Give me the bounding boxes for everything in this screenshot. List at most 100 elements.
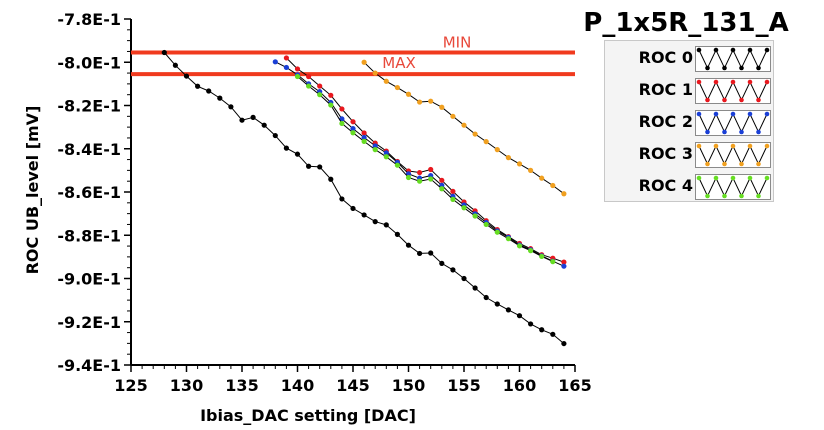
- data-point-roc-4: [394, 162, 400, 168]
- data-point-roc-3: [439, 104, 445, 110]
- data-point-roc-4: [417, 178, 423, 184]
- legend-item-roc-2: ROC 2: [605, 107, 775, 137]
- data-point-roc-1: [561, 259, 567, 265]
- data-point-roc-4: [428, 176, 434, 182]
- data-point-roc-4: [405, 174, 412, 181]
- legend-item-roc-0: ROC 0: [605, 43, 775, 73]
- x-tick-label: 125: [114, 376, 147, 395]
- plot-area: 125 130 135 140 145 150 155 160 165 -9.4E-1 -9.2E-…: [57, 10, 591, 395]
- data-point-roc-0: [161, 49, 167, 56]
- data-point-roc-0: [195, 83, 201, 89]
- data-point-roc-2: [372, 143, 378, 149]
- data-point-roc-0: [505, 307, 511, 313]
- data-point-roc-0: [250, 114, 256, 120]
- data-point-roc-4: [472, 213, 478, 219]
- y-tick-label: -8.8E-1: [57, 226, 121, 245]
- data-point-roc-3: [405, 91, 412, 97]
- data-point-roc-2: [272, 59, 278, 65]
- data-point-roc-0: [172, 62, 178, 68]
- data-point-roc-0: [328, 176, 334, 182]
- legend-label-roc-4: ROC 4: [638, 176, 693, 195]
- data-point-roc-3: [516, 161, 523, 167]
- legend-swatch-roc-0: [695, 46, 771, 72]
- data-point-roc-4: [494, 229, 500, 235]
- data-point-roc-4: [483, 221, 489, 228]
- data-point-roc-0: [206, 88, 212, 94]
- reference-label-max: MAX: [382, 54, 415, 72]
- data-point-roc-4: [306, 83, 312, 89]
- data-point-roc-1: [339, 106, 345, 112]
- data-point-roc-2: [350, 126, 356, 132]
- legend-swatch-roc-2: [695, 110, 771, 136]
- data-point-roc-0: [350, 205, 356, 212]
- data-point-roc-0: [450, 267, 456, 273]
- x-tick-label: 155: [447, 376, 480, 395]
- data-point-roc-3: [372, 70, 378, 76]
- x-tick-label: 135: [225, 376, 258, 395]
- data-point-roc-4: [505, 236, 511, 242]
- x-tick-label: 140: [281, 376, 314, 395]
- legend-item-roc-4: ROC 4: [605, 171, 775, 201]
- data-point-roc-0: [317, 164, 323, 170]
- data-point-roc-0: [239, 117, 245, 123]
- data-point-roc-4: [317, 92, 323, 98]
- data-point-roc-3: [383, 78, 389, 84]
- data-point-roc-1: [439, 177, 445, 183]
- data-point-roc-1: [328, 92, 334, 98]
- data-point-roc-0: [439, 260, 445, 266]
- reference-label-min: MIN: [443, 34, 472, 52]
- data-point-roc-4: [350, 130, 356, 136]
- data-point-roc-3: [550, 182, 556, 189]
- data-point-roc-0: [339, 196, 345, 202]
- data-point-roc-1: [361, 130, 367, 136]
- data-point-roc-1: [350, 119, 356, 125]
- data-point-roc-3: [394, 84, 400, 91]
- y-tick-label: -8.0E-1: [57, 53, 121, 72]
- data-point-roc-4: [328, 102, 334, 108]
- data-point-roc-3: [528, 167, 534, 173]
- data-point-roc-2: [561, 263, 567, 269]
- y-axis-title: ROC UB_level [mV]: [23, 106, 42, 275]
- x-tick-label: 150: [392, 376, 425, 395]
- data-point-roc-3: [472, 131, 478, 137]
- data-point-roc-3: [561, 191, 567, 197]
- y-tick-label: -8.4E-1: [57, 140, 121, 159]
- data-point-roc-1: [317, 83, 323, 89]
- data-point-roc-0: [372, 219, 378, 225]
- data-point-roc-0: [294, 151, 301, 157]
- y-tick-label: -9.4E-1: [57, 356, 121, 375]
- data-point-roc-0: [539, 327, 545, 333]
- legend: ROC 0 ROC 1 ROC 2 ROC 3 ROC 4: [604, 40, 774, 202]
- legend-item-roc-1: ROC 1: [605, 75, 775, 105]
- data-point-roc-0: [528, 321, 534, 327]
- data-point-roc-1: [306, 73, 312, 80]
- data-point-roc-0: [405, 242, 412, 248]
- y-tick-label: -8.2E-1: [57, 97, 121, 116]
- data-point-roc-4: [294, 73, 301, 80]
- chart-title: P_1x5R_131_A: [583, 8, 788, 38]
- legend-item-roc-3: ROC 3: [605, 139, 775, 169]
- x-tick-label: 145: [336, 376, 369, 395]
- data-point-roc-0: [428, 250, 434, 256]
- data-point-roc-1: [283, 55, 289, 61]
- legend-swatch-roc-3: [695, 142, 771, 168]
- y-tick-label: -7.8E-1: [57, 10, 121, 29]
- data-point-roc-0: [561, 340, 567, 347]
- data-point-roc-3: [483, 139, 489, 145]
- data-point-roc-4: [528, 248, 534, 254]
- data-point-roc-4: [372, 147, 378, 153]
- data-point-roc-0: [472, 285, 478, 291]
- data-point-roc-4: [539, 253, 545, 260]
- data-point-roc-0: [361, 212, 367, 218]
- data-point-roc-2: [405, 171, 412, 177]
- data-point-roc-4: [550, 259, 556, 265]
- data-point-roc-1: [294, 66, 301, 72]
- data-point-roc-3: [505, 155, 511, 161]
- y-tick-label: -8.6E-1: [57, 183, 121, 202]
- data-point-roc-0: [483, 294, 489, 301]
- data-point-roc-0: [394, 231, 400, 237]
- data-point-roc-4: [516, 243, 523, 249]
- data-point-roc-3: [428, 98, 434, 104]
- x-tick-label: 130: [170, 376, 203, 395]
- legend-label-roc-1: ROC 1: [638, 80, 693, 99]
